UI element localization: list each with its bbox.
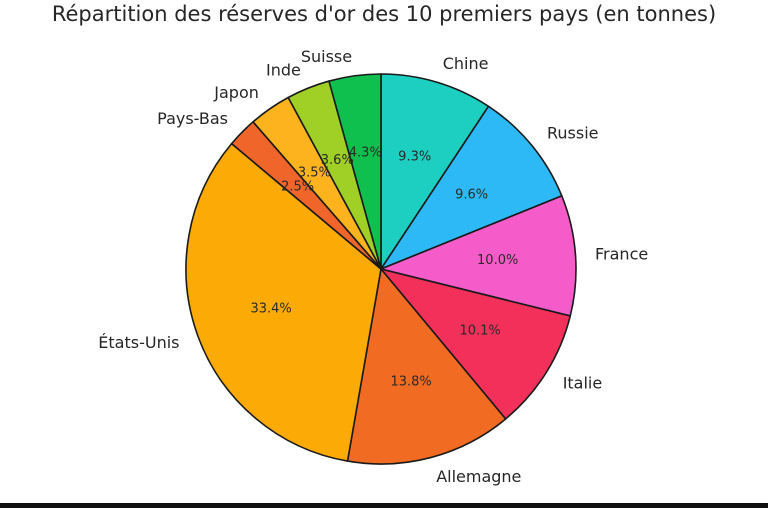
pie-slice-etats-unis [185, 142, 382, 462]
pie-percent-label-pays-bas: 2.5% [281, 180, 314, 195]
pie-slice-allemagne [346, 268, 507, 465]
pie-category-label-russie: Russie [547, 124, 599, 143]
pie-percent-label-japon: 3.5% [298, 165, 331, 180]
pie-category-label-suisse: Suisse [301, 47, 352, 66]
pie-slice-russie [380, 105, 563, 270]
pie-slice-italie [380, 268, 572, 420]
pie-category-label-italie: Italie [563, 374, 603, 393]
pie-slices [185, 73, 577, 465]
pie-category-labels: Chine Russie France Italie Allemagne États-Un… [98, 47, 648, 486]
pie-percent-label-italie: 10.1% [459, 324, 500, 339]
pie-percent-label-russie: 9.6% [455, 187, 488, 202]
pie-percent-label-etats-unis: 33.4% [250, 302, 291, 317]
pie-category-label-etats-unis: États-Unis [98, 333, 179, 352]
pie-percent-labels: 9.3% 9.6% 10.0% 10.1% 13.8% 33.4% 2.5%3.5%3.6%… [250, 146, 518, 390]
pie-percent-label-allemagne: 13.8% [390, 375, 431, 390]
pie-category-label-allemagne: Allemagne [436, 467, 521, 486]
pie-percent-label-france: 10.0% [477, 253, 518, 268]
pie-percent-label-inde: 3.6% [321, 153, 354, 168]
pie-category-label-japon: Japon [213, 83, 259, 102]
bottom-divider [0, 503, 768, 508]
chart-title: Répartition des réserves d'or des 10 pre… [51, 2, 717, 26]
pie-category-label-inde: Inde [266, 61, 301, 80]
pie-slice-france [380, 195, 577, 317]
pie-category-label-pays-bas: Pays-Bas [157, 109, 228, 128]
pie-slice-chine [380, 73, 490, 270]
pie-percent-label-chine: 9.3% [398, 149, 431, 164]
pie-percent-label-suisse: 4.3% [349, 146, 382, 161]
pie-category-label-france: France [595, 244, 648, 263]
pie-slice-suisse [328, 73, 382, 270]
pie-category-label-chine: Chine [443, 54, 489, 73]
